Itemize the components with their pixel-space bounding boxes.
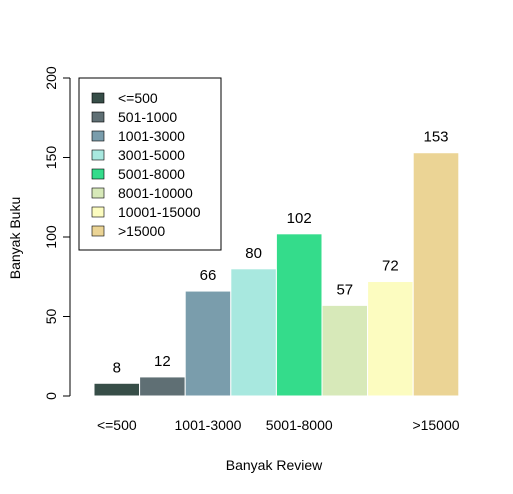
legend-swatch [91,149,105,161]
data-label: 72 [382,258,399,275]
data-label: 80 [245,245,262,262]
data-labels: 8 12 66 80 102 57 72 153 [113,129,449,377]
y-tick-label: 0 [43,392,59,400]
legend-swatch [91,168,105,180]
bar-5 [321,304,369,397]
x-axis-title: Banyak Review [226,457,323,473]
legend-entry: 3001-5000 [118,147,185,163]
bar-2 [184,290,232,397]
x-tick-labels: <=500 1001-3000 5001-8000 >15000 [97,417,460,433]
bar-1 [139,376,186,397]
y-tick-label: 150 [43,146,59,170]
legend-entry: 1001-3000 [118,128,185,144]
bar-6 [367,281,414,397]
bar-7 [412,152,460,397]
bar-3 [230,268,277,397]
legend-swatch [91,206,105,218]
x-tick-label: 1001-3000 [175,417,242,433]
legend: <=500 501-1000 1001-3000 3001-5000 5001-8000… [78,77,222,251]
bars [93,152,460,397]
legend-swatch [91,187,105,199]
x-tick-label: 5001-8000 [266,417,333,433]
x-tick-label: >15000 [412,417,459,433]
data-label: 66 [200,267,217,284]
data-label: 153 [423,129,448,146]
legend-entry: <=500 [118,90,158,106]
legend-swatch [91,225,105,237]
legend-entry: >15000 [118,223,165,239]
legend-entry: 8001-10000 [118,185,193,201]
legend-box [78,77,222,251]
legend-swatch [91,130,105,142]
legend-swatch [91,111,105,123]
data-label: 57 [336,281,353,298]
data-label: 8 [113,359,121,376]
y-tick-label: 200 [43,66,59,90]
bar-4 [275,233,323,397]
data-label: 12 [154,353,171,370]
y-tick-label: 50 [43,309,59,325]
legend-entry: 10001-15000 [118,204,201,220]
y-axis: 0 50 100 150 200 [43,66,71,400]
legend-entry: 501-1000 [118,109,177,125]
y-tick-label: 100 [43,225,59,249]
x-tick-label: <=500 [97,417,137,433]
data-label: 102 [287,210,312,227]
y-axis-title: Banyak Buku [7,197,23,280]
legend-swatch [91,92,105,104]
bar-0 [93,382,141,397]
legend-entry: 5001-8000 [118,166,185,182]
